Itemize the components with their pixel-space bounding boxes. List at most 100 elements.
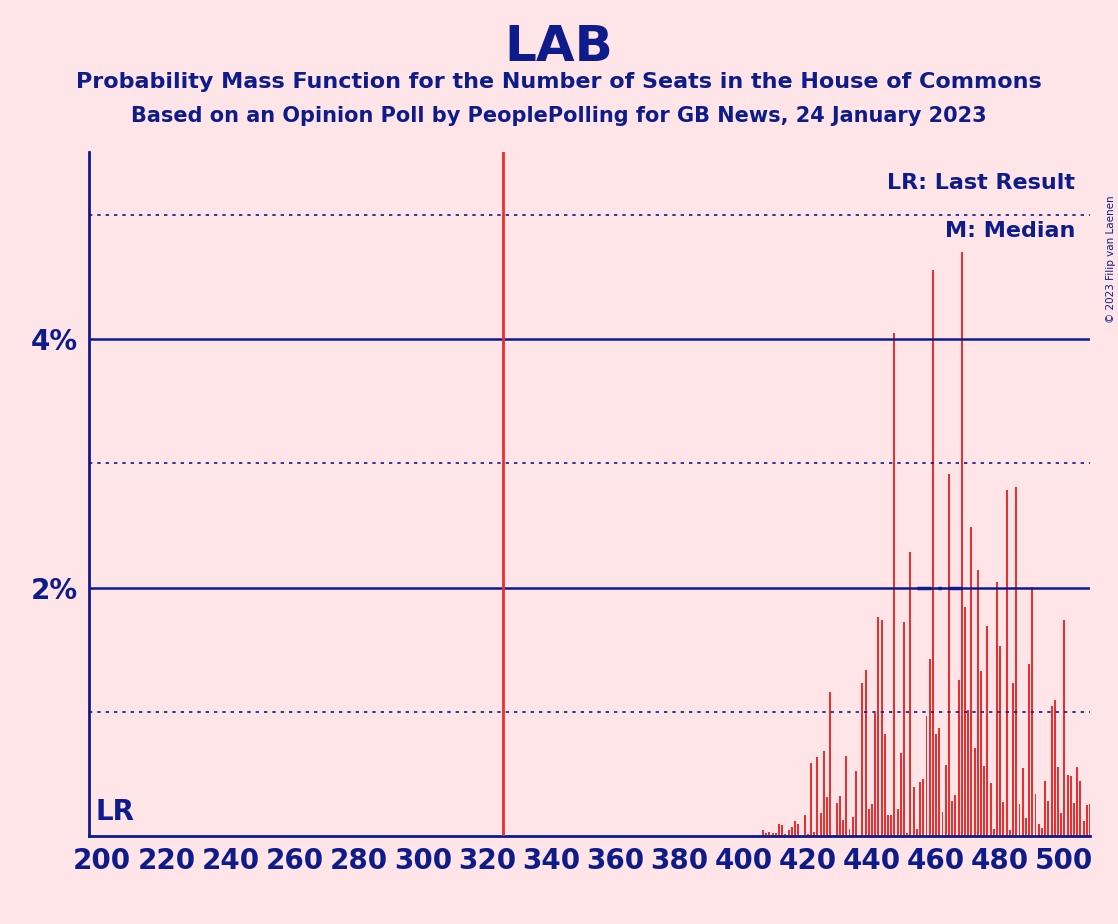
Bar [1038, 824, 1040, 836]
Bar [1041, 829, 1043, 836]
Bar [1006, 490, 1007, 836]
Bar [874, 713, 877, 836]
Bar [1089, 804, 1091, 836]
Bar [1034, 795, 1036, 836]
Bar [960, 252, 963, 836]
Bar [871, 804, 873, 836]
Bar [903, 622, 904, 836]
Bar [816, 757, 818, 836]
Bar [842, 821, 844, 836]
Bar [919, 782, 921, 836]
Bar [964, 607, 966, 836]
Bar [1082, 821, 1084, 836]
Bar [794, 821, 796, 836]
Bar [977, 570, 978, 836]
Bar [989, 784, 992, 836]
Bar [781, 825, 783, 836]
Bar [1086, 805, 1088, 836]
Bar [861, 684, 863, 836]
Bar [797, 824, 799, 836]
Text: © 2023 Filip van Laenen: © 2023 Filip van Laenen [1106, 195, 1116, 322]
Bar [785, 834, 786, 836]
Bar [938, 728, 940, 836]
Bar [922, 779, 925, 836]
Bar [912, 787, 915, 836]
Bar [881, 620, 882, 836]
Text: Based on an Opinion Poll by PeoplePolling for GB News, 24 January 2023: Based on an Opinion Poll by PeoplePollin… [131, 106, 987, 127]
Bar [768, 832, 770, 836]
Text: M: Median: M: Median [945, 221, 1076, 241]
Bar [900, 753, 902, 836]
Bar [826, 796, 828, 836]
Bar [1003, 802, 1004, 836]
Bar [887, 816, 889, 836]
Bar [1073, 803, 1076, 836]
Text: LR: LR [96, 798, 135, 826]
Bar [811, 762, 812, 836]
Bar [778, 824, 780, 836]
Bar [878, 617, 880, 836]
Bar [929, 659, 930, 836]
Bar [1032, 588, 1033, 836]
Bar [823, 751, 825, 836]
Bar [790, 827, 793, 836]
Bar [833, 835, 834, 836]
Bar [864, 670, 866, 836]
Bar [980, 671, 982, 836]
Bar [1080, 781, 1081, 836]
Bar [897, 809, 899, 836]
Bar [970, 527, 973, 836]
Bar [974, 748, 976, 836]
Bar [1012, 684, 1014, 836]
Bar [1008, 830, 1011, 836]
Bar [890, 815, 892, 836]
Bar [836, 803, 837, 836]
Bar [941, 812, 944, 836]
Bar [983, 766, 985, 836]
Bar [1057, 767, 1059, 836]
Bar [775, 833, 777, 836]
Bar [762, 830, 764, 836]
Bar [951, 801, 954, 836]
Text: LR: Last Result: LR: Last Result [887, 173, 1076, 193]
Bar [838, 796, 841, 836]
Bar [932, 271, 934, 836]
Bar [813, 832, 815, 836]
Bar [916, 829, 918, 836]
Bar [993, 829, 995, 836]
Bar [1077, 767, 1078, 836]
Bar [967, 710, 969, 836]
Bar [884, 734, 885, 836]
Bar [955, 796, 956, 836]
Bar [1092, 724, 1095, 836]
Bar [1029, 663, 1030, 836]
Bar [765, 833, 767, 836]
Bar [907, 833, 908, 836]
Bar [807, 834, 808, 836]
Bar [948, 474, 950, 836]
Bar [958, 680, 959, 836]
Bar [1018, 804, 1021, 836]
Bar [935, 734, 937, 836]
Bar [1063, 620, 1065, 836]
Bar [845, 756, 847, 836]
Bar [787, 830, 789, 836]
Bar [996, 582, 998, 836]
Bar [804, 815, 806, 836]
Bar [830, 692, 832, 836]
Bar [893, 334, 896, 836]
Bar [1067, 774, 1069, 836]
Bar [909, 553, 911, 836]
Bar [1054, 700, 1055, 836]
Bar [926, 716, 928, 836]
Bar [771, 833, 774, 836]
Bar [1044, 781, 1046, 836]
Bar [1015, 487, 1017, 836]
Bar [1022, 768, 1024, 836]
Bar [849, 829, 851, 836]
Bar [819, 813, 822, 836]
Bar [1070, 776, 1072, 836]
Bar [852, 817, 854, 836]
Bar [1060, 813, 1062, 836]
Bar [986, 626, 988, 836]
